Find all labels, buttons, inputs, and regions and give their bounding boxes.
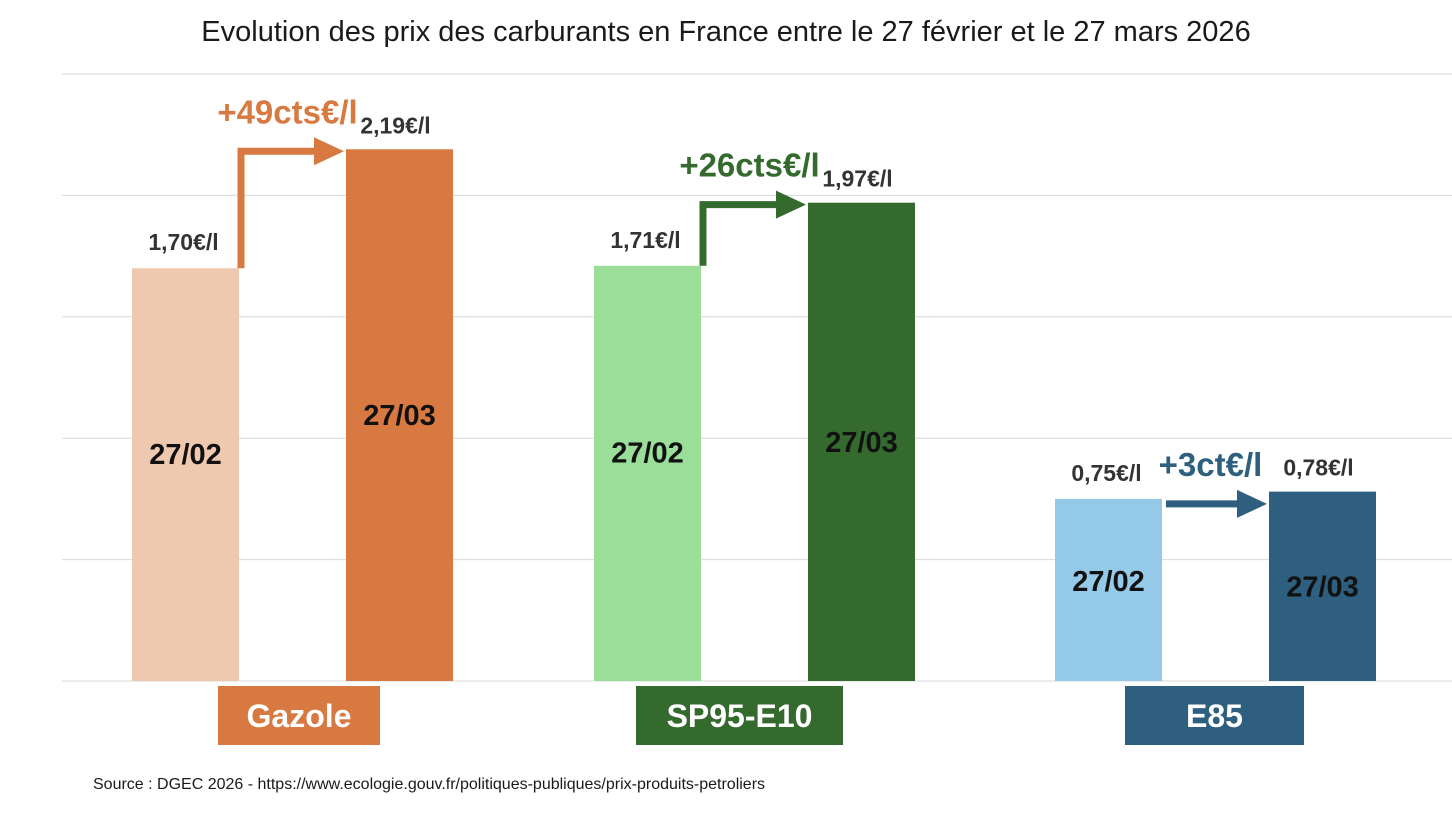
bar-27-03	[346, 149, 453, 681]
bar-series-label: 27/02	[611, 438, 684, 470]
change-arrow-head	[314, 137, 344, 166]
bar-27-03	[808, 202, 915, 681]
value-label: 1,71€/l	[610, 227, 680, 253]
change-arrow-head	[1237, 489, 1267, 518]
category-box	[636, 686, 843, 745]
source-note: Source : DGEC 2026 - https://www.ecologi…	[93, 776, 766, 793]
value-label: 2,19€/l	[360, 112, 430, 138]
bar-27-02	[1055, 498, 1162, 681]
bar-27-02	[594, 265, 701, 681]
change-label: +26cts€/l	[679, 147, 819, 184]
change-arrow-head	[776, 190, 806, 219]
value-label: 1,97€/l	[822, 166, 892, 192]
value-label: 1,70€/l	[148, 229, 218, 255]
category-label: SP95-E10	[667, 698, 813, 734]
bar-series-label: 27/03	[825, 427, 898, 459]
change-label: +49cts€/l	[217, 93, 357, 130]
bar-27-02	[132, 268, 239, 681]
change-arrow-shaft	[237, 147, 316, 269]
bar-series-label: 27/02	[1072, 566, 1145, 598]
category-label: E85	[1186, 698, 1243, 734]
change-arrow-shaft	[699, 201, 778, 266]
chart-title: Evolution des prix des carburants en Fra…	[201, 16, 1251, 48]
category-label: Gazole	[247, 698, 352, 734]
value-label: 0,78€/l	[1283, 455, 1353, 481]
bar-27-03	[1269, 491, 1376, 681]
bar-series-label: 27/03	[363, 400, 436, 432]
bar-series-label: 27/02	[149, 439, 222, 471]
value-label: 0,75€/l	[1071, 460, 1141, 486]
bar-series-label: 27/03	[1286, 571, 1359, 603]
category-box	[218, 686, 380, 745]
change-label: +3ct€/l	[1159, 446, 1263, 483]
category-box	[1125, 686, 1304, 745]
